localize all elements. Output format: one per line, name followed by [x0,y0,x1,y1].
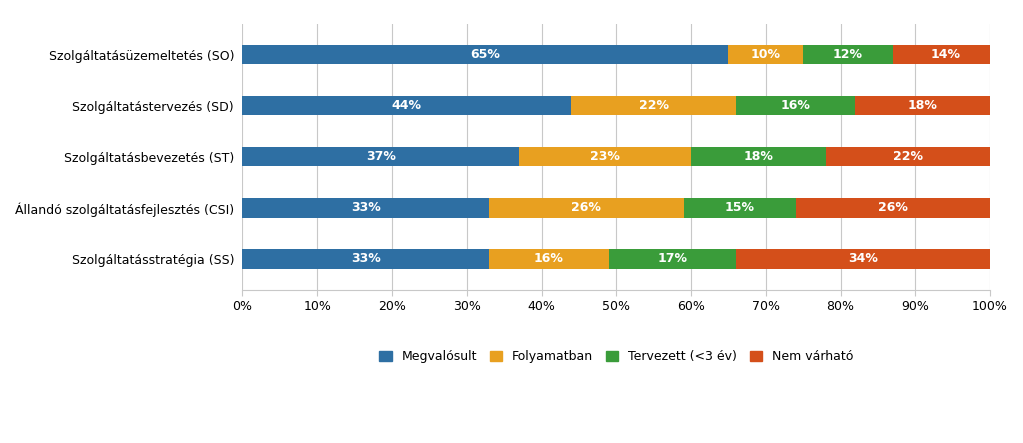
Text: 37%: 37% [366,150,396,163]
Text: 10%: 10% [751,48,781,61]
Bar [242,249,489,269]
Bar [691,147,826,167]
Text: 23%: 23% [590,150,620,163]
Text: 22%: 22% [638,99,669,112]
Bar [242,147,519,167]
Bar [855,96,990,115]
Bar [489,198,683,218]
Bar [519,147,691,167]
Text: 33%: 33% [351,202,381,214]
Text: 18%: 18% [744,150,773,163]
Bar [796,198,990,218]
Bar [242,198,489,218]
Text: 22%: 22% [893,150,923,163]
Bar [683,198,796,218]
Bar [803,45,893,64]
Bar [609,249,736,269]
Text: 34%: 34% [848,253,878,265]
Bar [826,147,990,167]
Text: 26%: 26% [878,202,907,214]
Bar [736,96,855,115]
Text: 15%: 15% [724,202,755,214]
Text: 18%: 18% [907,99,938,112]
Bar [489,249,609,269]
Bar [242,45,728,64]
Text: 16%: 16% [534,253,564,265]
Bar [893,45,997,64]
Text: 44%: 44% [392,99,421,112]
Text: 33%: 33% [351,253,381,265]
Text: 14%: 14% [930,48,961,61]
Bar [242,96,572,115]
Text: 26%: 26% [572,202,602,214]
Bar [728,45,803,64]
Bar [736,249,990,269]
Text: 65%: 65% [471,48,500,61]
Text: 17%: 17% [658,253,687,265]
Text: 12%: 12% [833,48,863,61]
Bar [572,96,736,115]
Text: 16%: 16% [781,99,810,112]
Legend: Megvalósult, Folyamatban, Tervezett (<3 év), Nem várható: Megvalósult, Folyamatban, Tervezett (<3 … [374,346,858,369]
